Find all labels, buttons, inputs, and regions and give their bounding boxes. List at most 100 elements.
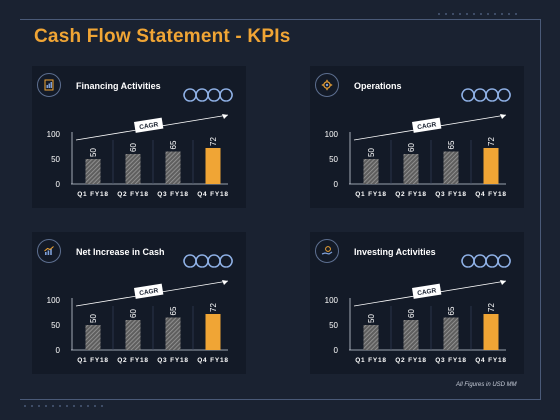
x-tick-label: Q3 FY18 (435, 357, 467, 364)
coil-loop (219, 88, 233, 102)
bar (165, 317, 181, 350)
bar-value-label: 72 (487, 137, 496, 146)
frame-bottom-line (20, 399, 540, 400)
bar-value-label: 72 (209, 137, 218, 146)
y-tick-label: 50 (329, 155, 338, 164)
bar (403, 154, 419, 184)
x-tick-label: Q1 FY18 (355, 191, 387, 198)
cagr-label: CAGR (417, 121, 437, 131)
panel-title: Net Increase in Cash (76, 247, 165, 257)
x-tick-label: Q3 FY18 (157, 191, 189, 198)
document-chart-icon (37, 73, 61, 97)
bar-value-label: 65 (169, 306, 178, 315)
x-tick-label: Q3 FY18 (435, 191, 467, 198)
x-tick-label: Q2 FY18 (395, 191, 427, 198)
cagr-arrow-head (500, 280, 506, 285)
bar (443, 317, 459, 350)
page-title: Cash Flow Statement - KPIs (34, 26, 291, 47)
chart-operations: 0 50 100 50 Q1 FY18 60 Q2 FY18 65 Q3 FY18 72 Q4 FY… (325, 88, 511, 198)
y-tick-label: 50 (51, 155, 60, 164)
gear-icon (315, 73, 339, 97)
bar-value-label: 72 (487, 303, 496, 312)
coil-loop (195, 88, 209, 102)
cagr-label: CAGR (139, 287, 159, 297)
growth-chart-icon (37, 239, 61, 263)
x-tick-label: Q2 FY18 (395, 357, 427, 364)
decor-dots-top (438, 13, 517, 15)
cagr-callout: CAGR (134, 283, 164, 299)
bar-value-label: 60 (407, 309, 416, 318)
decor-dots-bottom (24, 405, 103, 407)
coil-loop (473, 88, 487, 102)
y-tick-label: 100 (47, 130, 61, 139)
x-tick-label: Q2 FY18 (117, 357, 149, 364)
chart-investing-activities: 0 50 100 50 Q1 FY18 60 Q2 FY18 65 Q3 FY18 72 Q4 FY… (325, 254, 511, 364)
bar (403, 320, 419, 350)
coil-loop (497, 88, 511, 102)
panel-title: Investing Activities (354, 247, 436, 257)
bar-value-label: 50 (89, 148, 98, 157)
coil-loop (207, 254, 221, 268)
panel-investing-activities: Investing Activities 0 50 100 50 Q1 FY18 60 Q2… (310, 232, 524, 374)
bar-value-label: 50 (367, 314, 376, 323)
cagr-callout: CAGR (412, 283, 442, 299)
coil-loop (485, 254, 499, 268)
bar-value-label: 65 (169, 140, 178, 149)
panel-title: Operations (354, 81, 402, 91)
cagr-box (412, 283, 442, 299)
chart-financing-activities: 0 50 100 50 Q1 FY18 60 Q2 FY18 65 Q3 FY18 72 Q4 FY… (47, 88, 233, 198)
panel-financing-activities: Financing Activities 0 50 100 50 Q1 FY18 60 Q2… (32, 66, 246, 208)
coil-loop (219, 254, 233, 268)
x-tick-label: Q4 FY18 (475, 357, 507, 364)
y-tick-label: 100 (325, 130, 339, 139)
coil-loop (461, 88, 475, 102)
y-tick-label: 0 (56, 346, 61, 355)
bar-value-label: 60 (407, 143, 416, 152)
coil-loop (497, 254, 511, 268)
cagr-label: CAGR (417, 287, 437, 297)
hand-coin-icon (315, 239, 339, 263)
bar-value-label: 60 (129, 309, 138, 318)
bar (125, 154, 141, 184)
coil-loop (183, 254, 197, 268)
y-tick-label: 100 (325, 296, 339, 305)
bar (125, 320, 141, 350)
y-tick-label: 0 (334, 180, 339, 189)
bar (443, 151, 459, 184)
bar (483, 148, 499, 184)
bar-value-label: 65 (447, 140, 456, 149)
coil-loop (485, 88, 499, 102)
cagr-arrow-head (222, 280, 228, 285)
coil-loop (183, 88, 197, 102)
cagr-label: CAGR (139, 121, 159, 131)
coil-loop (195, 254, 209, 268)
panel-operations: Operations 0 50 100 50 Q1 FY18 60 Q2 FY18 65 Q3 … (310, 66, 524, 208)
cagr-box (412, 117, 442, 133)
bar-value-label: 50 (89, 314, 98, 323)
chart-net-increase-in-cash: 0 50 100 50 Q1 FY18 60 Q2 FY18 65 Q3 FY18 72 Q4 FY… (47, 254, 233, 364)
cagr-arrow-head (222, 114, 228, 119)
panel-title: Financing Activities (76, 81, 161, 91)
y-tick-label: 100 (47, 296, 61, 305)
y-tick-label: 0 (334, 346, 339, 355)
bar (205, 148, 221, 184)
cagr-callout: CAGR (412, 117, 442, 133)
x-tick-label: Q1 FY18 (77, 191, 109, 198)
x-tick-label: Q4 FY18 (475, 191, 507, 198)
cagr-callout: CAGR (134, 117, 164, 133)
panel-net-increase-in-cash: Net Increase in Cash 0 50 100 50 Q1 FY18 60 Q2… (32, 232, 246, 374)
coil-loop (461, 254, 475, 268)
frame-right-line (540, 19, 541, 400)
x-tick-label: Q1 FY18 (77, 357, 109, 364)
bar-value-label: 50 (367, 148, 376, 157)
bar-value-label: 60 (129, 143, 138, 152)
x-tick-label: Q1 FY18 (355, 357, 387, 364)
bar-value-label: 65 (447, 306, 456, 315)
bar (85, 325, 101, 350)
y-tick-label: 50 (329, 321, 338, 330)
x-tick-label: Q4 FY18 (197, 357, 229, 364)
coil-loop (473, 254, 487, 268)
footnote: All Figures in USD MM (456, 382, 517, 388)
frame-top-line (20, 19, 540, 20)
